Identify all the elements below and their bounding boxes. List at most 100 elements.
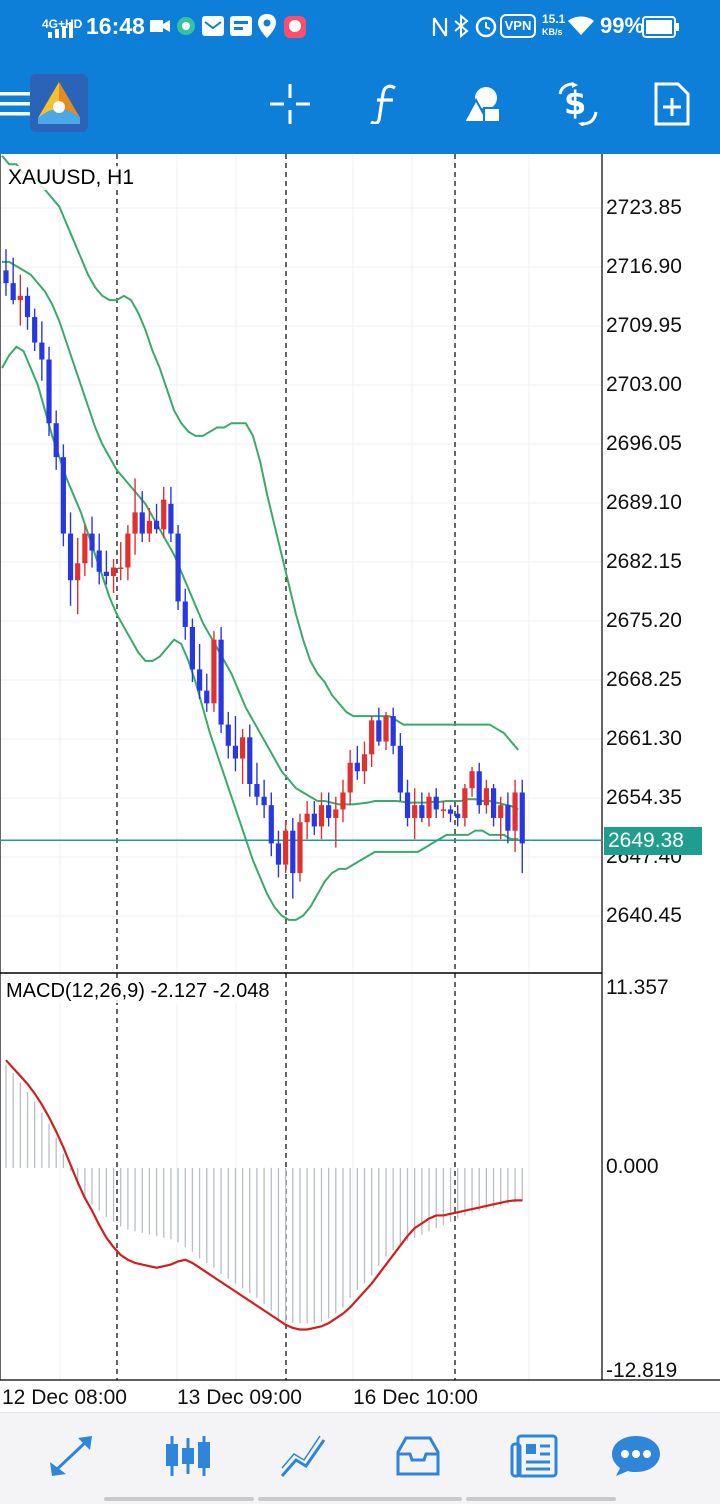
candle-body — [347, 762, 353, 793]
candle-body — [290, 830, 296, 874]
candle-body — [369, 720, 375, 755]
nav-chart[interactable] — [158, 1431, 218, 1481]
news-icon — [510, 1434, 558, 1478]
battery-percent: 99% — [600, 13, 645, 38]
candle-body — [153, 520, 160, 530]
chart-canvas[interactable]: XAUUSD, H1 2723.85 2716.90 2709.95 2703.… — [0, 154, 720, 1412]
candle-body — [211, 639, 217, 704]
candle-body — [218, 639, 224, 725]
candle-body — [433, 796, 439, 810]
nav-news[interactable] — [504, 1431, 564, 1481]
chart-icon — [166, 1436, 210, 1476]
candle-body — [10, 283, 16, 301]
bollinger-upper-band — [1, 155, 520, 751]
symbol-timeframe-label: XAUUSD, H1 — [8, 166, 135, 190]
history-icon — [396, 1436, 440, 1476]
candle-body — [189, 626, 196, 670]
app-notify-icon — [177, 17, 195, 35]
nfc-icon — [432, 17, 448, 37]
candle-body — [268, 805, 274, 844]
current-price-tag: 2649.38 — [604, 827, 702, 855]
candle-body — [175, 533, 181, 602]
status-bar: 4G+HD 16:48 VPN 15.1 KB/s 99% — [0, 0, 720, 54]
candle-body — [96, 550, 102, 572]
message-icon — [202, 16, 224, 36]
nav-chat[interactable] — [606, 1431, 666, 1481]
candle-body — [89, 533, 95, 551]
bottom-navigation — [0, 1412, 720, 1504]
candle-body — [275, 843, 282, 865]
candle-body — [455, 813, 461, 818]
menu-button[interactable] — [0, 76, 40, 132]
nav-history[interactable] — [388, 1431, 448, 1481]
candle-body — [261, 796, 267, 806]
location-icon — [258, 14, 276, 38]
chart-svg[interactable] — [0, 154, 720, 1412]
app-toolbar: $ — [0, 54, 720, 154]
candle-body — [196, 669, 203, 691]
candle-body — [17, 295, 23, 301]
trade-button[interactable]: $ — [550, 76, 606, 132]
macd-axis-label: 11.357 — [606, 976, 669, 999]
price-axis-label: 2696.05 — [606, 432, 682, 455]
price-axis-label: 2723.85 — [606, 196, 682, 219]
macd-axis-label: -12.819 — [606, 1359, 678, 1382]
candle-body — [254, 783, 260, 797]
price-axis-label: 2654.35 — [606, 786, 682, 809]
candle-body — [232, 745, 239, 759]
candle-body — [182, 601, 188, 627]
candle-body — [519, 792, 525, 844]
candle-body — [3, 270, 9, 284]
candle-body — [168, 503, 174, 534]
candle-body — [390, 716, 396, 746]
candle-body — [419, 805, 425, 818]
candle-body — [505, 805, 511, 831]
indicator-f-icon — [370, 84, 396, 124]
new-order-button[interactable] — [644, 76, 700, 132]
svg-text:$: $ — [564, 84, 586, 122]
candle-body — [67, 533, 74, 581]
trade-icon — [280, 1435, 326, 1477]
nav-quotes[interactable] — [42, 1431, 102, 1481]
nav-indicator — [104, 1497, 254, 1501]
candle-body — [204, 690, 210, 704]
candle-body — [498, 805, 504, 818]
time-axis-label: 13 Dec 09:00 — [177, 1386, 302, 1409]
nav-trade[interactable] — [274, 1431, 334, 1481]
metatrader-logo-icon — [30, 74, 88, 132]
candle-body — [412, 805, 418, 818]
quotes-icon — [50, 1436, 92, 1476]
candle-body — [311, 813, 317, 827]
bluetooth-icon — [454, 14, 469, 38]
nav-indicator — [466, 1497, 616, 1501]
candle-body — [82, 533, 88, 564]
time-axis-label: 16 Dec 10:00 — [353, 1386, 478, 1409]
candle-body — [60, 457, 66, 534]
crosshair-button[interactable] — [262, 76, 318, 132]
candle-body — [361, 754, 368, 772]
price-axis-label: 2689.10 — [606, 491, 682, 514]
candle-body — [469, 771, 475, 789]
signal-icon — [48, 22, 73, 38]
clock: 16:48 — [86, 13, 145, 39]
camera-icon — [150, 20, 170, 32]
candle-body — [354, 762, 360, 772]
candle-body — [447, 809, 454, 814]
candle-body — [483, 788, 489, 806]
candle-body — [426, 796, 432, 818]
nav-indicator — [258, 1497, 462, 1501]
candle-body — [225, 724, 231, 746]
indicators-button[interactable] — [358, 76, 414, 132]
candle-body — [440, 809, 446, 811]
price-axis-label: 2682.15 — [606, 550, 682, 573]
candle-body — [103, 571, 109, 577]
battery-icon — [642, 16, 679, 38]
objects-icon — [462, 87, 501, 123]
price-axis-label: 2716.90 — [606, 255, 682, 278]
objects-button[interactable] — [454, 76, 510, 132]
menu-icon — [0, 92, 30, 116]
candle-body — [283, 830, 289, 865]
card-icon — [230, 16, 252, 36]
candle-body — [118, 567, 124, 570]
candle-body — [32, 317, 38, 343]
